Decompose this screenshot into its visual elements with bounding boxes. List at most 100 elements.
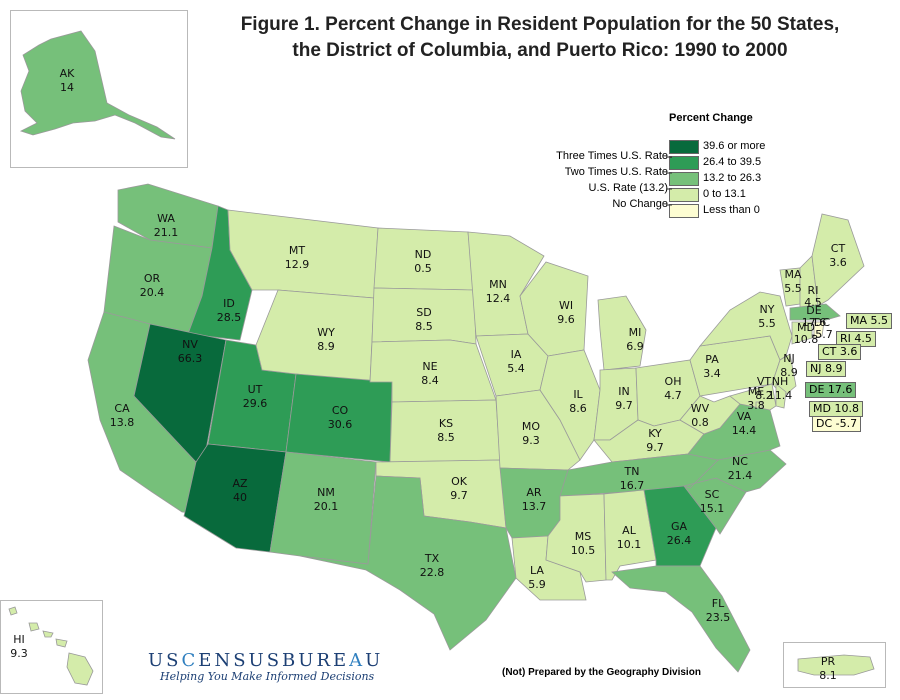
callout-DE: DE 17.6 (805, 382, 857, 398)
label-AL-abbr: AL (622, 524, 637, 537)
label-PR-value: 8.1 (819, 669, 837, 682)
label-NV-abbr: NV (182, 338, 198, 351)
label-CT-value: 10.8 (794, 333, 819, 346)
label-ME-value: 3.6 (829, 256, 847, 269)
legend-reference: Two Times U.S. Rate (564, 166, 668, 178)
state-HI (8, 606, 94, 686)
label-LA-abbr: LA (530, 564, 544, 577)
legend-label: Less than 0 (703, 204, 760, 216)
label-MA-abbr: DE (806, 304, 821, 317)
label-MS-abbr: MS (575, 530, 591, 543)
label-MN-abbr: MN (489, 278, 507, 291)
label-SD-value: 8.5 (415, 320, 433, 333)
legend-swatch (669, 140, 699, 154)
callout-MA: MA 5.5 (846, 313, 893, 329)
label-TX-value: 22.8 (420, 566, 445, 579)
label-HI-value: 9.3 (10, 647, 28, 660)
label-OK-value: 9.7 (450, 489, 468, 502)
label-SC-abbr: SC (705, 488, 720, 501)
label-TN-value: 16.7 (620, 479, 645, 492)
label-MT-value: 12.9 (285, 258, 310, 271)
label-ND-abbr: ND (415, 248, 432, 261)
label-OR-value: 20.4 (140, 286, 165, 299)
label-VT-value: 5.5 (784, 282, 802, 295)
label-ID-value: 28.5 (217, 311, 242, 324)
label-MA-value: 17.6 (802, 316, 827, 329)
label-AZ-value: 40 (233, 491, 247, 504)
label-IA-value: 5.4 (507, 362, 525, 375)
legend-label: 0 to 13.1 (703, 188, 746, 200)
label-WV-value: 0.8 (691, 416, 709, 429)
label-TN-abbr: TN (624, 465, 640, 478)
state-TX (299, 475, 517, 651)
state-MD (729, 383, 777, 411)
label-WI-value: 9.6 (557, 313, 575, 326)
label-AK-value: 14 (60, 81, 74, 94)
state-MI (597, 295, 647, 371)
label-WV-abbr: WV (691, 402, 710, 415)
state-AK (19, 30, 176, 140)
label-PA-abbr: PA (705, 353, 719, 366)
label-CO-abbr: CO (332, 404, 349, 417)
label-AR-abbr: AR (526, 486, 542, 499)
label-IL-value: 8.6 (569, 402, 587, 415)
label-ND-value: 0.5 (414, 262, 432, 275)
label-NE-value: 8.4 (421, 374, 439, 387)
label-OR-abbr: OR (144, 272, 161, 285)
credit-note: (Not) Prepared by the Geography Division (502, 667, 701, 678)
title-line-1: Figure 1. Percent Change in Resident Pop… (240, 14, 840, 35)
title-line-2: the District of Columbia, and Puerto Ric… (292, 40, 788, 61)
label-RI-value: -5.7 (811, 328, 832, 341)
label-AZ-abbr: AZ (232, 477, 248, 490)
label-NY-value: 5.5 (758, 317, 776, 330)
label-IN-abbr: IN (618, 385, 629, 398)
legend-reference: No Change (612, 198, 668, 210)
state-FL (611, 565, 751, 673)
label-NY-abbr: NY (760, 303, 775, 316)
label-VA-abbr: VA (737, 410, 752, 423)
label-KY-abbr: KY (648, 427, 662, 440)
label-KY-value: 9.7 (646, 441, 664, 454)
label-AR-value: 13.7 (522, 500, 547, 513)
alaska-map (19, 30, 176, 140)
label-SD-abbr: SD (416, 306, 431, 319)
label-NM-abbr: NM (317, 486, 335, 499)
label-MS-value: 10.5 (571, 544, 596, 557)
label-MO-abbr: MO (522, 420, 540, 433)
label-MI-abbr: MI (629, 326, 642, 339)
legend-label: 39.6 or more (703, 140, 766, 152)
label-CA-abbr: CA (114, 402, 130, 415)
legend-label: 13.2 to 26.3 (703, 172, 762, 184)
label-VT-abbr: MA (784, 268, 801, 281)
label-WA-value: 21.1 (154, 226, 179, 239)
label-MI-value: 6.9 (626, 340, 644, 353)
label-OH-abbr: OH (665, 375, 682, 388)
state-labels: WA 21.1 OR 20.4 CA 13.8 ID 28.5 NV 66.3 … (10, 67, 847, 682)
label-AK-abbr: AK (60, 67, 76, 80)
legend-label: 26.4 to 39.5 (703, 156, 762, 168)
label-CA-value: 13.8 (110, 416, 135, 429)
state-PR (797, 654, 875, 676)
label-NJ-value: 8.9 (780, 366, 798, 379)
legend-swatch (669, 188, 699, 202)
label-UT-value: 29.6 (243, 397, 268, 410)
legend-swatch (669, 204, 699, 218)
label-NH-value: 4.5 (804, 296, 822, 309)
label-DC-abbr: ME (748, 385, 764, 398)
label-TX-abbr: TX (424, 552, 440, 565)
label-FL-abbr: FL (712, 597, 725, 610)
label-FL-value: 23.5 (706, 611, 731, 624)
legend-reference: Three Times U.S. Rate (556, 150, 668, 162)
label-CO-value: 30.6 (328, 418, 353, 431)
label-PA-value: 3.4 (703, 367, 721, 380)
label-KS-abbr: KS (439, 417, 453, 430)
legend-title: Percent Change (669, 112, 753, 124)
state-WY (255, 289, 375, 383)
state-DC (755, 401, 763, 409)
label-NJ-abbr: NJ (783, 352, 794, 365)
legend-swatch (669, 172, 699, 186)
label-PR-abbr: PR (821, 655, 836, 668)
label-NC-value: 21.4 (728, 469, 753, 482)
label-GA-value: 26.4 (667, 534, 692, 547)
